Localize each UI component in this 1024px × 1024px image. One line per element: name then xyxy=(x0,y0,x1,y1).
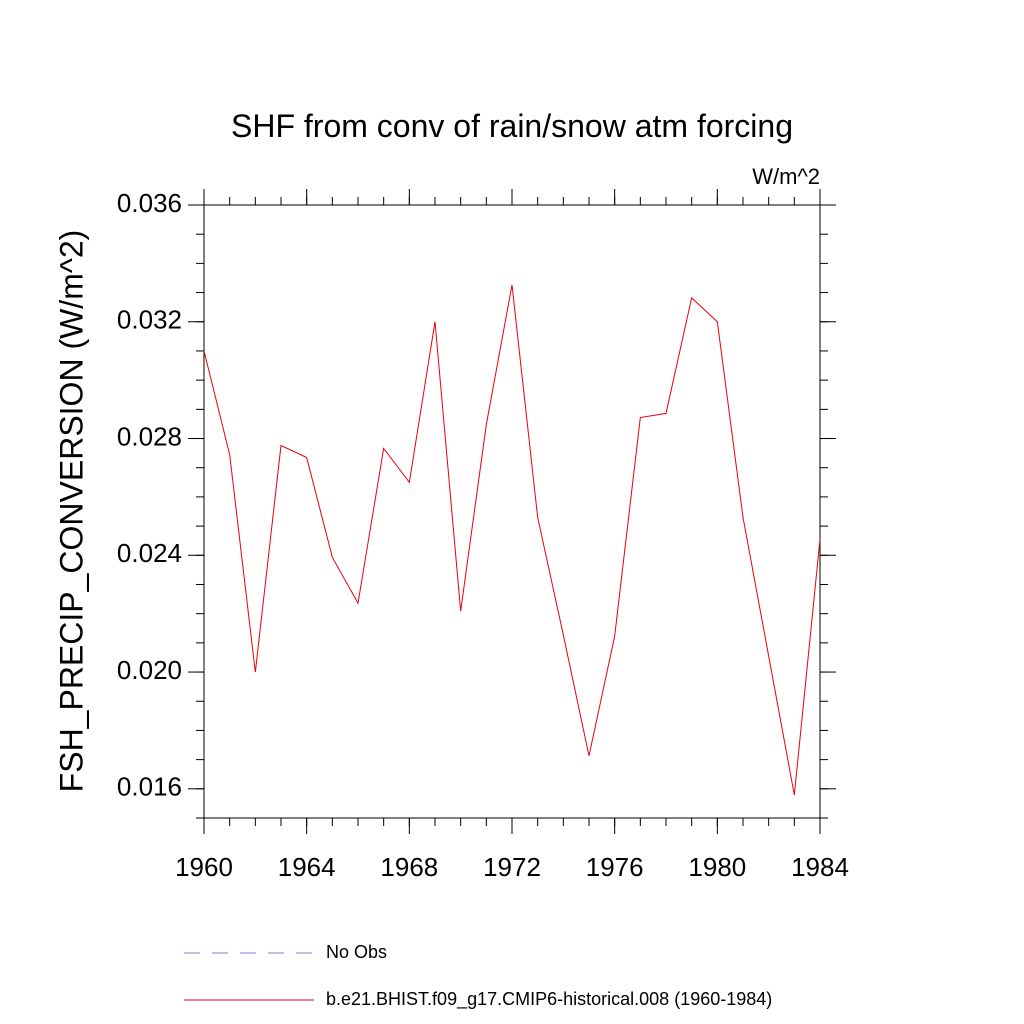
x-tick-label: 1964 xyxy=(278,852,336,882)
x-tick-label: 1968 xyxy=(380,852,438,882)
plot-frame xyxy=(203,204,821,819)
y-tick-label: 0.016 xyxy=(117,772,182,802)
x-tick-label: 1972 xyxy=(483,852,541,882)
units-label: W/m^2 xyxy=(752,164,820,189)
y-tick-label: 0.036 xyxy=(117,188,182,218)
y-tick-label: 0.028 xyxy=(117,421,182,451)
legend-label: b.e21.BHIST.f09_g17.CMIP6-historical.008… xyxy=(326,989,772,1010)
x-tick-label: 1960 xyxy=(175,852,233,882)
y-tick-label: 0.032 xyxy=(117,305,182,335)
y-tick-label: 0.020 xyxy=(117,655,182,685)
x-tick-label: 1976 xyxy=(586,852,644,882)
x-tick-label: 1980 xyxy=(688,852,746,882)
y-tick-label: 0.024 xyxy=(117,538,182,568)
chart-title: SHF from conv of rain/snow atm forcing xyxy=(231,108,793,144)
y-axis-label: FSH_PRECIP_CONVERSION (W/m^2) xyxy=(53,230,89,793)
series-line xyxy=(203,284,821,796)
legend-label: No Obs xyxy=(326,942,387,962)
x-tick-label: 1984 xyxy=(791,852,849,882)
